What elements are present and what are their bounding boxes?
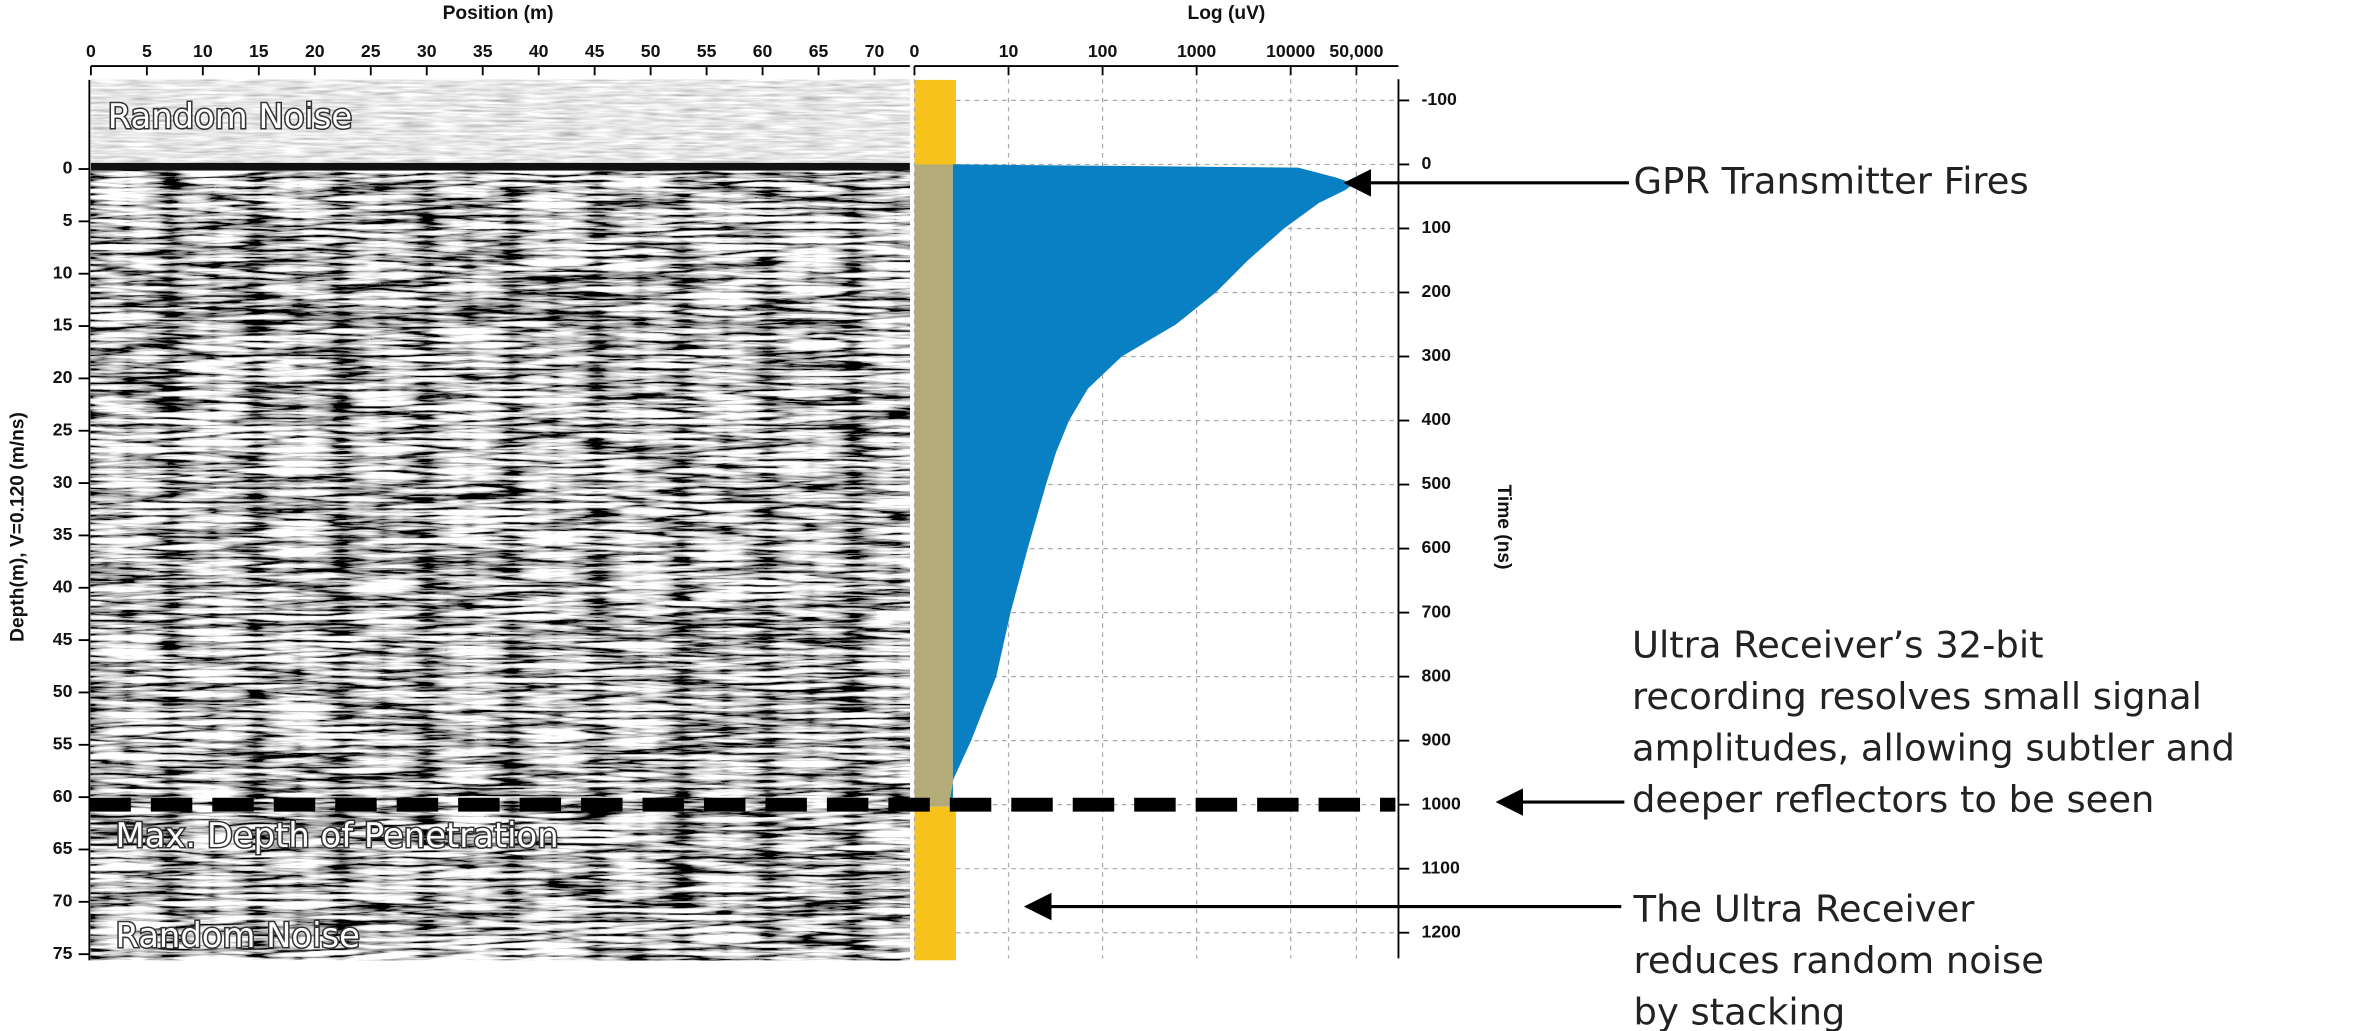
y-tick-label: 20 [53,367,73,387]
y-tick-label: 50 [53,681,73,701]
callout-text: The Ultra Receiver [1633,888,1976,931]
y-tick-label: 400 [1422,409,1452,429]
callout-text: recording resolves small signal [1632,675,2202,718]
x-tick-label: 100 [1088,41,1118,61]
noise-zone [90,79,910,170]
y-tick-label: 40 [53,576,73,596]
x-tick-label: 60 [753,41,773,61]
y-tick-label: 55 [53,733,73,753]
y-tick-label: -100 [1422,89,1458,109]
y-tick-label: 25 [53,419,73,439]
x-tick-label: 50 [641,41,661,61]
x-tick-label: 15 [249,41,269,61]
x-tick-label: 25 [361,41,381,61]
x-tick-label: 70 [865,41,885,61]
callout-text: amplitudes, allowing subtler and [1632,726,2235,769]
x-axis-label: Log (uV) [1187,3,1265,24]
y-tick-label: 75 [53,943,73,963]
y-tick-label: 500 [1422,473,1452,493]
x-tick-label: 50,000 [1329,41,1383,61]
y-tick-label: 60 [53,786,73,806]
x-tick-label: 55 [697,41,717,61]
y-tick-label: 0 [1422,153,1432,173]
y-tick-label: 35 [53,524,73,544]
y-tick-label: 0 [63,158,73,178]
x-tick-label: 0 [910,41,920,61]
y-tick-label: 10 [53,262,73,282]
y-tick-label: 1200 [1422,921,1461,941]
amplitude-area [950,164,1354,799]
x-tick-label: 65 [809,41,829,61]
y-tick-label: 30 [53,472,73,492]
y-tick-label: 1100 [1422,857,1460,877]
callout-text: Ultra Receiver’s 32-bit [1632,623,2044,666]
x-tick-label: 10 [193,41,213,61]
radargram [90,169,910,961]
surface-line [90,162,910,171]
y-tick-label: 65 [53,838,73,858]
noise-band [914,79,956,166]
callout-text: reduces random noise [1634,939,2044,982]
x-tick-label: 10 [999,41,1019,61]
y-axis-label: Time (ns) [1493,485,1514,570]
x-tick-label: 5 [142,41,152,61]
panel-annotation: Random Noise [108,97,352,136]
x-tick-label: 45 [585,41,605,61]
callout-text: GPR Transmitter Fires [1634,159,2029,202]
y-tick-label: 200 [1422,281,1452,301]
y-tick-label: 300 [1422,345,1452,365]
callout-text: deeper reflectors to be seen [1632,778,2154,821]
signal-band [914,164,953,807]
callout-text: by stacking [1634,991,1846,1031]
y-tick-label: 100 [1422,217,1452,237]
x-tick-label: 30 [417,41,437,61]
panel-annotation: Max. Depth of Penetration [115,816,558,855]
y-tick-label: 800 [1422,665,1452,685]
x-tick-label: 10000 [1266,41,1315,61]
y-tick-label: 700 [1422,601,1452,621]
y-tick-label: 70 [53,891,73,911]
x-tick-label: 20 [305,41,325,61]
y-tick-label: 45 [53,629,73,649]
y-axis-label: Depth(m), V=0.120 (m/ns) [8,412,29,642]
noise-band [914,806,956,961]
y-tick-label: 15 [53,315,73,335]
x-axis-label: Position (m) [443,3,554,24]
y-tick-label: 5 [63,210,73,230]
x-tick-label: 1000 [1177,41,1216,61]
y-tick-label: 1000 [1422,793,1461,813]
x-tick-label: 40 [529,41,549,61]
x-tick-label: 35 [473,41,493,61]
panel-annotation: Random Noise [115,916,359,955]
y-tick-label: 900 [1422,729,1452,749]
x-tick-label: 0 [86,41,96,61]
y-tick-label: 600 [1422,537,1452,557]
